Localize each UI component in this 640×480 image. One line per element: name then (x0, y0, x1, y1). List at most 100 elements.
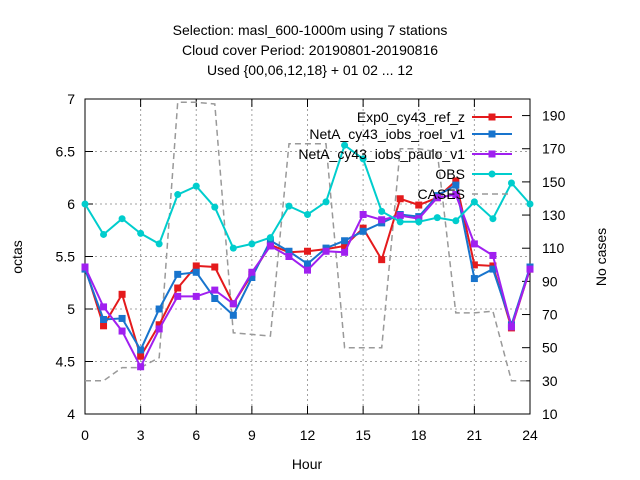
data-point-obs (415, 218, 423, 226)
data-point-neta-cy43-iobs-paulo-v1 (304, 266, 311, 274)
y-tick-label: 5 (67, 301, 75, 317)
data-point-exp0-cy43-ref-z (192, 262, 200, 270)
data-point-exp0-cy43-ref-z (174, 284, 182, 292)
data-point-exp0-cy43-ref-z (470, 261, 478, 269)
chart-title: Selection: masl_600-1000m using 7 statio… (173, 22, 448, 78)
legend-marker-neta-cy43-iobs-roel-v1 (488, 130, 496, 138)
data-point-exp0-cy43-ref-z (396, 195, 404, 203)
data-point-obs (118, 215, 126, 223)
legend-marker-obs (488, 170, 496, 178)
data-point-neta-cy43-iobs-paulo-v1 (118, 327, 126, 335)
data-point-exp0-cy43-ref-z (137, 352, 145, 360)
data-point-exp0-cy43-ref-z (155, 321, 163, 329)
y2-axis-label: No cases (593, 228, 609, 286)
legend-label-obs: OBS (435, 166, 465, 182)
data-point-neta-cy43-iobs-paulo-v1 (174, 292, 182, 300)
y2-tick-label: 30 (542, 373, 558, 389)
y-tick-label: 4.5 (56, 354, 76, 370)
x-axis-label: Hour (292, 456, 323, 472)
data-point-neta-cy43-iobs-paulo-v1 (433, 194, 441, 202)
data-point-obs (359, 155, 367, 163)
y-tick-label: 6.5 (56, 144, 76, 160)
y2-tick-label: 70 (542, 307, 558, 323)
data-point-neta-cy43-iobs-paulo-v1 (266, 242, 274, 250)
data-point-neta-cy43-iobs-paulo-v1 (378, 216, 386, 224)
data-point-neta-cy43-iobs-roel-v1 (452, 181, 460, 189)
data-point-exp0-cy43-ref-z (341, 242, 349, 250)
grid-lines (85, 99, 530, 414)
data-point-neta-cy43-iobs-paulo-v1 (248, 268, 256, 276)
legend-label-exp0: Exp0_cy43_ref_z (357, 109, 465, 125)
y-tick-label: 6 (67, 196, 75, 212)
data-point-neta-cy43-iobs-roel-v1 (489, 265, 497, 273)
y-tick-label: 7 (67, 91, 75, 107)
y-tick-label: 4 (67, 406, 75, 422)
data-point-obs (304, 211, 311, 218)
y2-tick-label: 170 (542, 141, 566, 157)
data-point-obs (285, 202, 293, 210)
legend-label-roel: NetA_cy43_iobs_roel_v1 (309, 126, 465, 142)
data-point-neta-cy43-iobs-paulo-v1 (341, 248, 349, 256)
y2-tick-label: 130 (542, 207, 566, 223)
data-point-obs (100, 230, 108, 238)
data-point-exp0-cy43-ref-z (118, 290, 126, 298)
data-point-neta-cy43-iobs-paulo-v1 (192, 292, 200, 300)
x-tick-label: 12 (300, 427, 316, 443)
data-point-neta-cy43-iobs-roel-v1 (304, 260, 311, 268)
data-point-neta-cy43-iobs-paulo-v1 (489, 251, 497, 259)
data-point-exp0-cy43-ref-z (211, 263, 219, 271)
y-axis-label: octas (9, 240, 25, 273)
x-tick-label: 0 (81, 427, 89, 443)
data-point-neta-cy43-iobs-roel-v1 (248, 274, 256, 281)
data-point-obs (248, 240, 256, 248)
data-point-obs (174, 191, 182, 199)
data-point-obs (507, 179, 515, 187)
data-point-obs (378, 207, 386, 215)
legend: Exp0_cy43_ref_z NetA_cy43_iobs_roel_v1 N… (298, 109, 512, 202)
data-point-obs (81, 200, 89, 208)
data-point-neta-cy43-iobs-roel-v1 (341, 237, 349, 245)
data-point-neta-cy43-iobs-paulo-v1 (507, 323, 515, 331)
title-line-3: Used {00,06,12,18} + 01 02 ... 12 (207, 62, 413, 78)
data-point-neta-cy43-iobs-roel-v1 (100, 316, 108, 323)
x-tick-label: 6 (192, 427, 200, 443)
data-point-obs (137, 229, 145, 237)
y2-tick-label: 10 (542, 406, 558, 422)
data-point-obs (341, 141, 349, 149)
data-point-neta-cy43-iobs-roel-v1 (211, 295, 219, 302)
legend-marker-neta-cy43-iobs-paulo-v1 (488, 150, 496, 158)
x-tick-label: 9 (248, 427, 256, 443)
data-point-neta-cy43-iobs-paulo-v1 (396, 212, 404, 220)
data-point-neta-cy43-iobs-roel-v1 (118, 314, 126, 322)
data-point-neta-cy43-iobs-paulo-v1 (137, 363, 145, 371)
y2-tick-label: 110 (542, 240, 565, 256)
data-point-neta-cy43-iobs-paulo-v1 (452, 191, 460, 199)
x-tick-label: 18 (411, 427, 427, 443)
title-line-1: Selection: masl_600-1000m using 7 statio… (173, 22, 448, 38)
data-point-obs (433, 214, 441, 222)
legend-label-paulo: NetA_cy43_iobs_paulo_v1 (298, 146, 465, 162)
y-tick-label: 5.5 (56, 249, 76, 265)
data-point-neta-cy43-iobs-roel-v1 (174, 270, 182, 278)
data-point-neta-cy43-iobs-paulo-v1 (470, 240, 478, 248)
y2-tick-label: 190 (542, 108, 566, 124)
data-point-neta-cy43-iobs-paulo-v1 (359, 211, 367, 218)
data-point-obs (211, 203, 219, 211)
data-point-obs (452, 217, 460, 225)
x-tick-label: 21 (467, 427, 483, 443)
data-point-exp0-cy43-ref-z (100, 322, 108, 330)
legend-marker-exp0-cy43-ref-z (488, 113, 496, 121)
data-point-obs (229, 244, 237, 252)
data-point-obs (192, 182, 200, 190)
legend-label-cases: CASES (418, 186, 465, 202)
data-point-neta-cy43-iobs-paulo-v1 (81, 263, 89, 271)
data-point-obs (155, 240, 163, 248)
data-point-exp0-cy43-ref-z (452, 177, 460, 185)
series-line-cases (85, 101, 530, 382)
title-line-2: Cloud cover Period: 20190801-20190816 (182, 42, 438, 58)
x-tick-label: 3 (137, 427, 145, 443)
x-tick-label: 24 (522, 427, 538, 443)
data-point-neta-cy43-iobs-paulo-v1 (100, 303, 108, 311)
data-point-neta-cy43-iobs-paulo-v1 (211, 286, 219, 294)
